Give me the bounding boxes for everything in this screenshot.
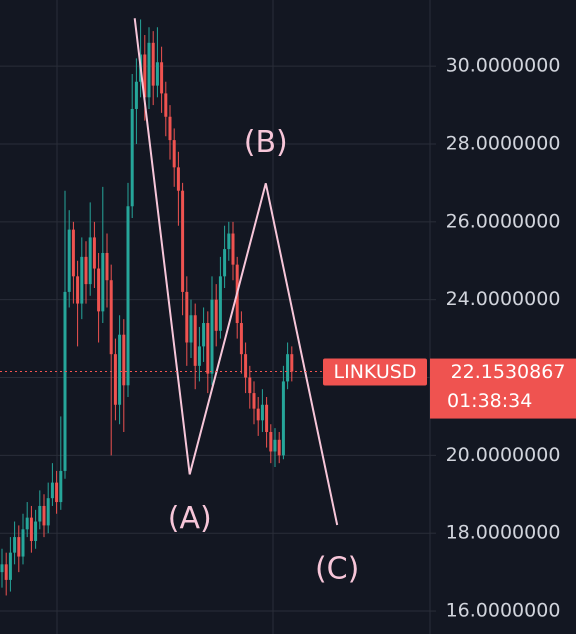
- candle-body: [113, 354, 117, 405]
- y-tick-label: 24.0000000: [446, 288, 561, 310]
- candle-body: [8, 552, 12, 580]
- wave-label: (C): [315, 552, 359, 587]
- candle-body: [67, 229, 71, 292]
- candle-body: [286, 354, 290, 382]
- wave-label: (A): [168, 501, 212, 536]
- candle-body: [126, 206, 130, 386]
- candle-body: [42, 505, 46, 526]
- candle-body: [218, 276, 222, 331]
- candle-body: [25, 517, 29, 530]
- symbol-label: LINKUSD: [334, 361, 417, 383]
- candle-body: [231, 233, 235, 265]
- candle-body: [92, 237, 96, 269]
- y-tick-label: 30.0000000: [446, 55, 561, 77]
- wave-line: [133, 18, 339, 526]
- candle-body: [13, 537, 17, 553]
- candle-body: [260, 404, 264, 421]
- candle-body: [185, 291, 189, 343]
- candle-body: [21, 529, 25, 557]
- candle-body: [97, 268, 101, 312]
- candle-body: [172, 140, 176, 168]
- candle-body: [214, 299, 218, 331]
- candle-body: [143, 54, 147, 98]
- candle-body: [227, 233, 231, 250]
- candle-body: [160, 62, 164, 94]
- candle-body: [206, 323, 210, 374]
- candle-body: [202, 323, 206, 347]
- candle-body: [80, 256, 84, 304]
- candle-body: [130, 108, 134, 207]
- candle-body: [265, 404, 269, 433]
- candle-body: [164, 93, 168, 117]
- candle-body: [256, 408, 260, 421]
- candle-body: [176, 167, 180, 191]
- wave-label: (B): [244, 125, 288, 160]
- candle-body: [0, 564, 4, 573]
- y-tick-label: 20.0000000: [446, 444, 561, 466]
- candle-body: [248, 377, 252, 394]
- candle-body: [134, 81, 138, 109]
- candle-body: [55, 482, 59, 503]
- last-price-label: 22.1530867: [451, 361, 566, 383]
- candle-body: [273, 439, 277, 452]
- candle-body: [38, 505, 42, 522]
- candle-body: [59, 470, 63, 503]
- candle-body: [269, 432, 273, 452]
- candle-body: [4, 564, 8, 580]
- candle-body: [147, 42, 151, 98]
- candle-body: [84, 256, 88, 285]
- candle-body: [210, 299, 214, 374]
- candle-body: [46, 498, 50, 526]
- price-badge: [430, 358, 576, 419]
- candle-body: [290, 354, 294, 372]
- candle-body: [223, 249, 227, 277]
- candle-body: [17, 537, 21, 557]
- y-tick-label: 26.0000000: [446, 210, 561, 232]
- candle-body: [252, 393, 256, 409]
- candle-body: [193, 315, 197, 366]
- candle-body: [168, 116, 172, 141]
- candle-body: [244, 354, 248, 378]
- candle-body: [63, 291, 67, 471]
- y-tick-label: 16.0000000: [446, 600, 561, 622]
- candle-body: [151, 42, 155, 86]
- candle-body: [76, 276, 80, 304]
- candle-body: [239, 323, 243, 355]
- candle-body: [118, 334, 122, 405]
- symbol-badge: [323, 358, 427, 386]
- candle-body: [109, 280, 113, 355]
- candle-body: [29, 517, 33, 541]
- candle-body: [181, 190, 185, 292]
- candle-body: [105, 252, 109, 281]
- candle-body: [277, 439, 281, 456]
- y-tick-label: 18.0000000: [446, 522, 561, 544]
- countdown-label: 01:38:34: [447, 390, 532, 412]
- candle-body: [155, 62, 159, 86]
- candle-body: [34, 521, 38, 541]
- candle-body: [50, 482, 54, 499]
- candle-body: [88, 237, 92, 285]
- candle-body: [281, 381, 285, 456]
- candle-body: [122, 334, 126, 386]
- candle-body: [189, 315, 193, 343]
- candle-body: [71, 229, 75, 277]
- y-tick-label: 28.0000000: [446, 133, 561, 155]
- candle-body: [197, 346, 201, 366]
- candle-body: [101, 252, 105, 312]
